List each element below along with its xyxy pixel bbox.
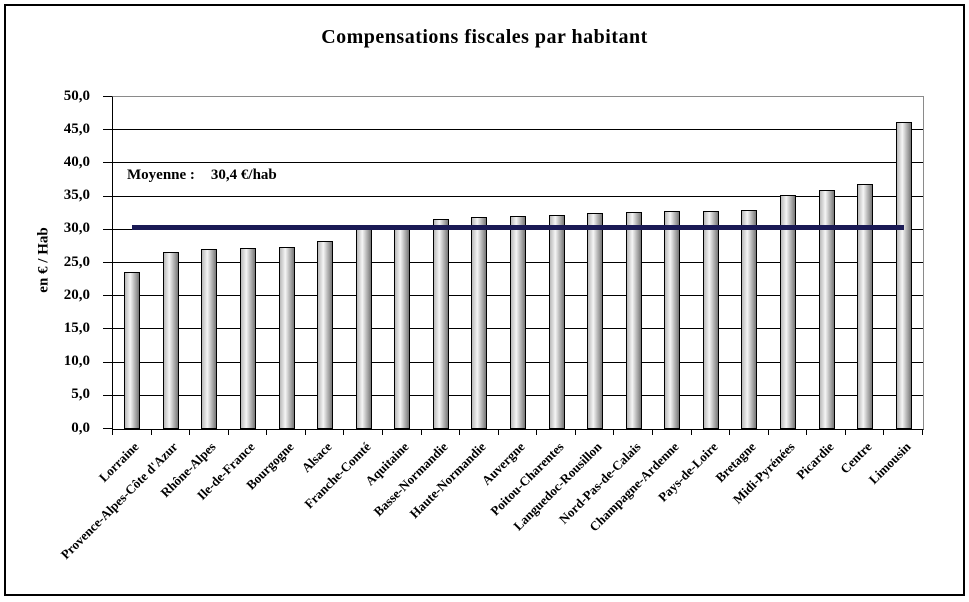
average-annotation: Moyenne : 30,4 €/hab (127, 167, 277, 184)
y-axis-tick (103, 361, 112, 363)
bar (587, 212, 604, 429)
bar (548, 214, 565, 429)
bar (201, 249, 218, 429)
bar (625, 211, 642, 429)
x-axis-tick (266, 429, 267, 435)
y-axis-tick (103, 96, 112, 97)
bar (355, 228, 372, 429)
bar (394, 224, 411, 429)
y-axis-tick (103, 428, 112, 429)
y-axis-tick-label: 10,0 (63, 353, 90, 370)
y-axis-tick-label: 35,0 (63, 187, 90, 204)
y-axis-tick-label: 25,0 (63, 253, 90, 270)
bar (857, 183, 874, 429)
average-line (132, 224, 904, 230)
x-axis-tick (883, 429, 884, 435)
bar (317, 241, 334, 429)
y-axis-tick (103, 328, 112, 330)
y-axis-tick-label: 30,0 (63, 220, 90, 237)
x-axis-tick (305, 429, 306, 435)
bar (741, 209, 758, 429)
y-axis-tick-label: 45,0 (63, 120, 90, 137)
y-axis-tick-label: 5,0 (71, 386, 90, 403)
x-axis-tick (575, 429, 576, 435)
x-axis-tick (228, 429, 229, 435)
x-axis-tick (729, 429, 730, 435)
gridline (113, 129, 923, 131)
x-axis-tick (691, 429, 692, 435)
bar (162, 251, 179, 429)
chart-border (4, 4, 965, 596)
bar (471, 216, 488, 429)
x-axis-tick (845, 429, 846, 435)
y-axis-tick (103, 162, 112, 164)
x-axis-tick (343, 429, 344, 435)
bar (702, 210, 719, 429)
chart-title: Compensations fiscales par habitant (321, 26, 648, 48)
y-axis-tick (103, 262, 112, 263)
average-label: Moyenne : (127, 167, 195, 183)
gridline (113, 195, 923, 197)
y-axis-tick-label: 20,0 (63, 286, 90, 303)
y-axis-tick (103, 394, 112, 396)
x-axis-tick (613, 429, 614, 435)
bar (278, 247, 295, 429)
bar (895, 121, 912, 429)
bar (240, 248, 256, 429)
x-axis-tick (151, 429, 152, 435)
y-axis-tick-label: 15,0 (63, 319, 90, 336)
x-axis-tick (112, 429, 113, 435)
x-axis-tick (421, 429, 422, 435)
y-axis-tick (103, 295, 112, 297)
gridline (113, 162, 923, 164)
x-axis-tick (806, 429, 807, 435)
x-axis-tick (189, 429, 190, 435)
bar (124, 271, 141, 429)
bar (432, 219, 449, 429)
x-axis-tick (382, 429, 383, 435)
y-axis-tick (103, 129, 112, 131)
average-value: 30,4 €/hab (210, 167, 277, 183)
x-axis-tick (768, 429, 769, 435)
x-axis-tick (652, 429, 653, 435)
x-axis-tick (922, 429, 923, 435)
plot-area: Moyenne : 30,4 €/hab (112, 96, 924, 430)
bar (818, 189, 835, 429)
bar (780, 195, 796, 429)
y-axis-tick (103, 228, 112, 230)
x-axis-tick (536, 429, 537, 435)
y-axis-tick (103, 195, 112, 197)
y-axis-tick-label: 50,0 (63, 87, 90, 104)
bar (664, 211, 681, 429)
y-axis-tick-label: 40,0 (63, 153, 90, 170)
bar (510, 215, 526, 429)
x-axis-tick (498, 429, 499, 435)
y-axis-tick-label: 0,0 (71, 419, 90, 436)
x-axis-tick (459, 429, 460, 435)
